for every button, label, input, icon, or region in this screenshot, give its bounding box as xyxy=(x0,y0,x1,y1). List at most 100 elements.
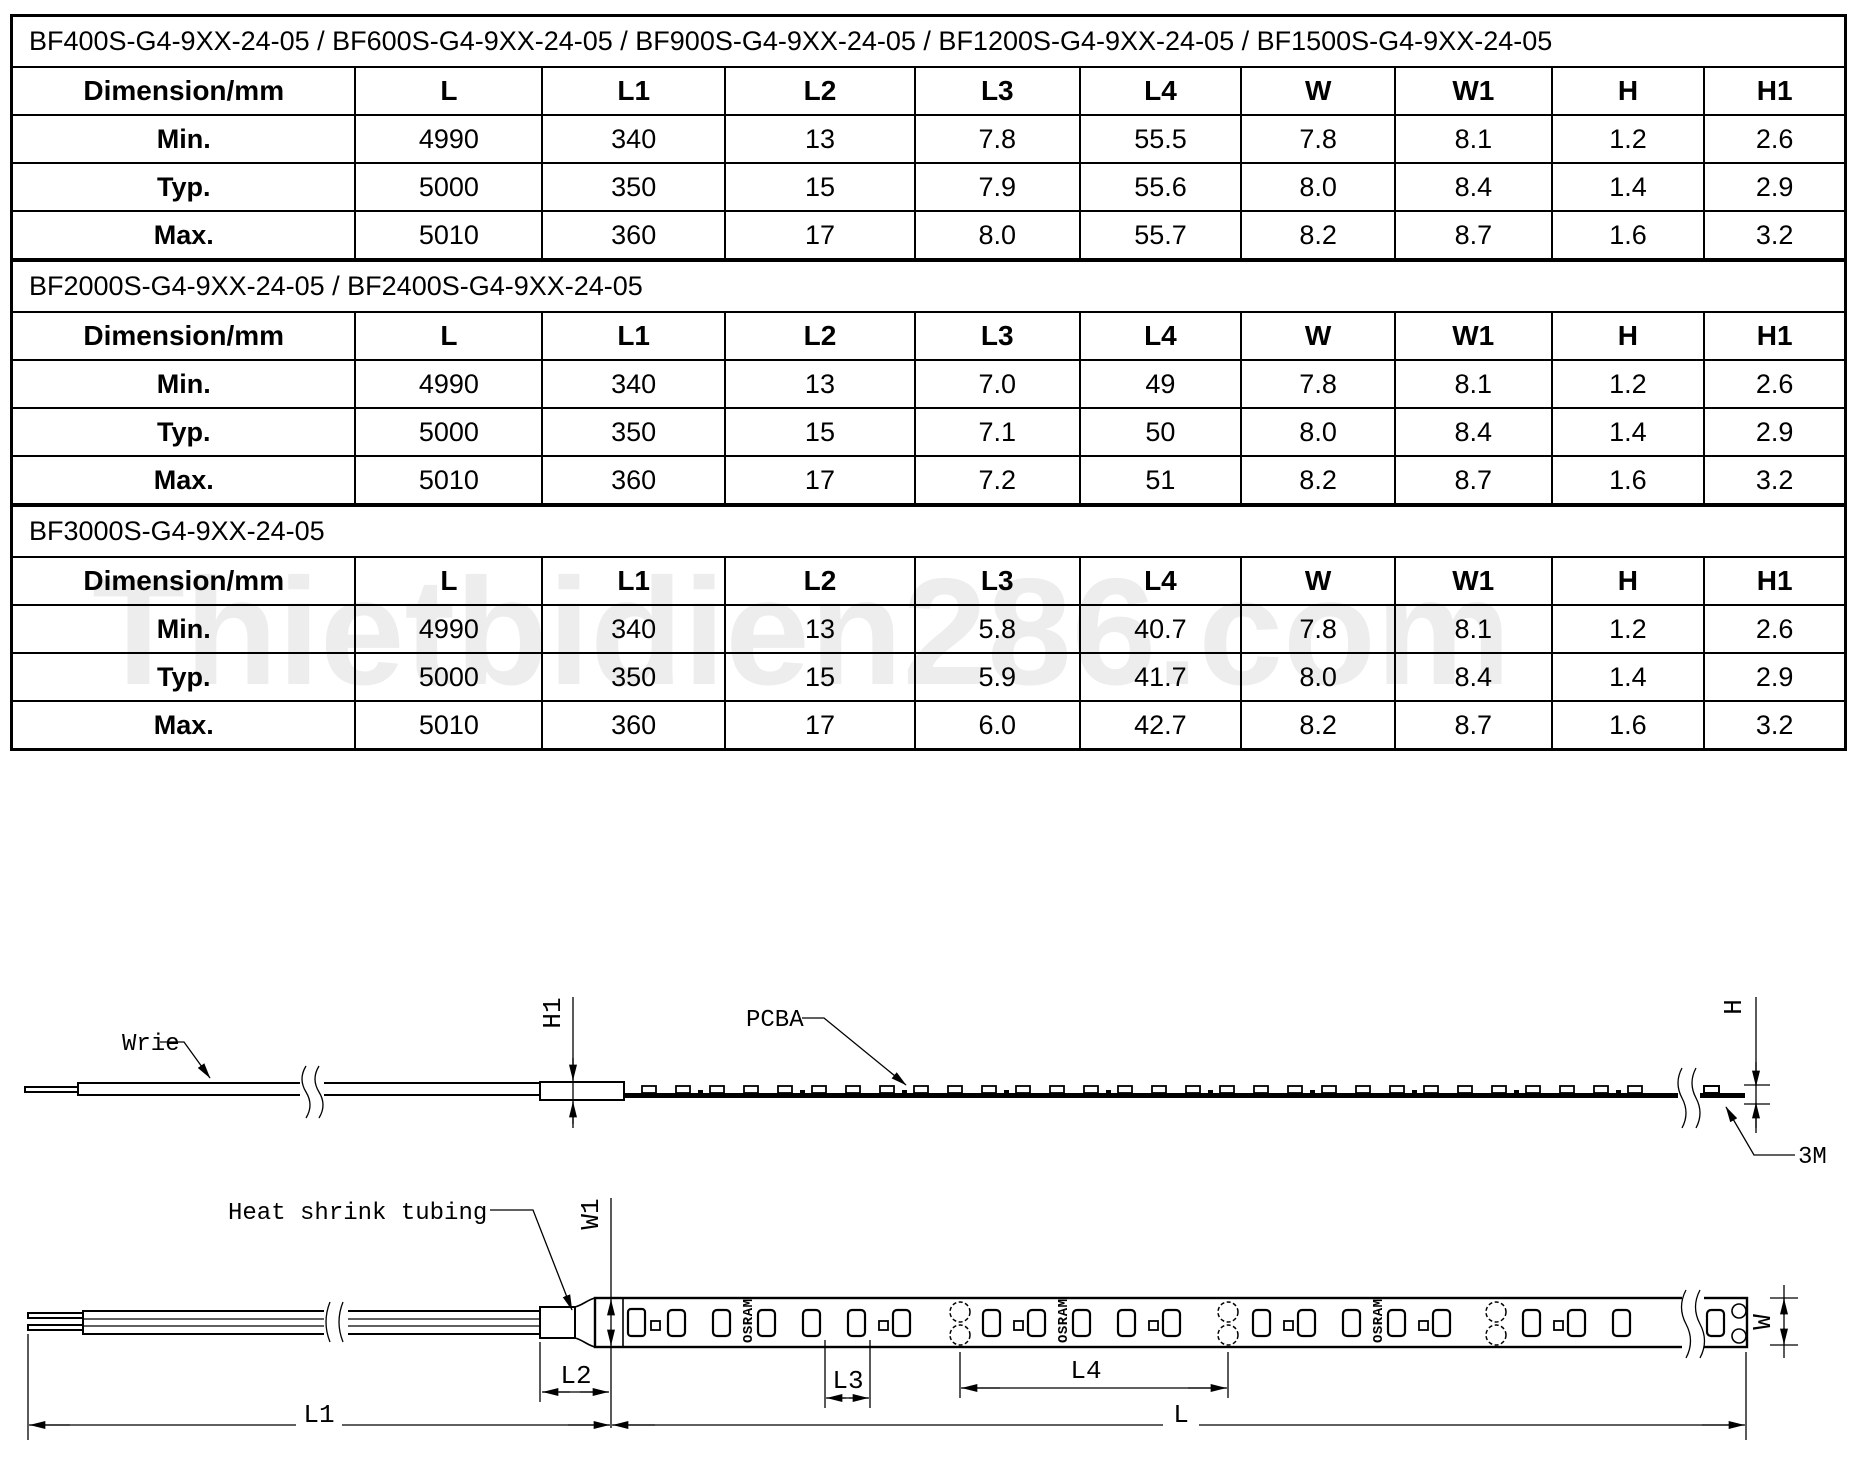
table-cell: 8.0 xyxy=(1240,407,1396,457)
end-pad xyxy=(1731,1303,1747,1319)
led-chip xyxy=(1611,1308,1632,1338)
end-pad xyxy=(1731,1328,1747,1344)
resistor xyxy=(650,1320,661,1331)
pcb-strip-side xyxy=(624,1093,1680,1098)
table-cell: 5010 xyxy=(354,455,544,505)
table-cell: 3.2 xyxy=(1703,455,1846,505)
table-cell: 8.2 xyxy=(1240,210,1396,260)
table-cell: 8.4 xyxy=(1393,652,1553,702)
led-bump-side xyxy=(1389,1085,1405,1094)
table-cell: 8.7 xyxy=(1393,455,1553,505)
led-chip xyxy=(801,1308,822,1338)
dim-label-l: L xyxy=(1173,1400,1189,1430)
column-header: W1 xyxy=(1394,66,1553,116)
table-row: Min. 4990 340 13 5.8 40.7 7.8 8.1 1.2 2.6 xyxy=(10,604,1846,654)
wire-tip-top-2 xyxy=(27,1324,84,1331)
row-label: Min. xyxy=(10,604,357,654)
table-cell: 5000 xyxy=(354,407,544,457)
table-cell: 3.2 xyxy=(1703,700,1846,750)
table-cell: 350 xyxy=(541,407,727,457)
led-bump-side xyxy=(879,1085,895,1094)
table-cell: 17 xyxy=(724,455,916,505)
led-bump-side xyxy=(1457,1085,1473,1094)
column-header: H xyxy=(1550,66,1706,116)
dimension-tables: BF400S-G4-9XX-24-05 / BF600S-G4-9XX-24-0… xyxy=(10,14,1847,751)
dim-label-l2: L2 xyxy=(560,1361,591,1391)
table-cell: 15 xyxy=(724,162,916,212)
cut-mark xyxy=(1485,1324,1507,1346)
column-header: L2 xyxy=(724,66,916,116)
top-view: OSRAM OSRAM OSRAM Heat shrink tubing W1 … xyxy=(27,1198,1798,1440)
column-header: L1 xyxy=(541,66,727,116)
led-bump-side xyxy=(845,1085,861,1094)
table-cell: 4990 xyxy=(354,604,544,654)
table-cell: 2.9 xyxy=(1703,407,1846,457)
wire-cable-side xyxy=(77,1082,541,1096)
led-chip xyxy=(1431,1308,1452,1338)
table-cell: 40.7 xyxy=(1078,604,1243,654)
table-cell: 55.6 xyxy=(1078,162,1243,212)
led-chip xyxy=(1116,1308,1137,1338)
table-row: Typ. 5000 350 15 7.9 55.6 8.0 8.4 1.4 2.9 xyxy=(10,162,1846,212)
table-cell: 8.2 xyxy=(1240,700,1396,750)
column-header: L2 xyxy=(724,556,916,606)
dim-label-w1: W1 xyxy=(576,1198,606,1229)
cut-mark xyxy=(949,1324,971,1346)
table-cell: 1.2 xyxy=(1550,359,1706,409)
led-bump-side xyxy=(1593,1085,1609,1094)
table-cell: 8.7 xyxy=(1393,700,1553,750)
led-brand-print: OSRAM xyxy=(741,1298,757,1343)
led-bump-side xyxy=(743,1085,759,1094)
led-bump-side xyxy=(1355,1085,1371,1094)
column-header: L1 xyxy=(541,556,727,606)
table-cell: 7.0 xyxy=(913,359,1081,409)
row-label: Min. xyxy=(10,114,357,164)
cut-mark xyxy=(1217,1324,1239,1346)
led-chip xyxy=(1071,1308,1092,1338)
table-cell: 8.1 xyxy=(1393,604,1553,654)
led-bump-side xyxy=(1049,1085,1065,1094)
heat-shrink-label: Heat shrink tubing xyxy=(228,1200,487,1227)
table-cell: 350 xyxy=(541,652,727,702)
column-header-dimension: Dimension/mm xyxy=(10,66,357,116)
led-chip xyxy=(1566,1308,1587,1338)
dim-label-w: W xyxy=(1748,1314,1778,1330)
resistor-side xyxy=(1208,1090,1213,1093)
table-cell: 7.8 xyxy=(913,114,1081,164)
dim-label-l4: L4 xyxy=(1070,1356,1101,1386)
led-chip xyxy=(1296,1308,1317,1338)
table-row: Min. 4990 340 13 7.0 49 7.8 8.1 1.2 2.6 xyxy=(10,359,1846,409)
column-header: W xyxy=(1240,66,1396,116)
table-cell: 5000 xyxy=(354,652,544,702)
resistor xyxy=(1553,1320,1564,1331)
table-cell: 5.9 xyxy=(913,652,1081,702)
led-bump-side xyxy=(1117,1085,1133,1094)
table-cell: 7.8 xyxy=(1240,359,1396,409)
table-row: Typ. 5000 350 15 5.9 41.7 8.0 8.4 1.4 2.9 xyxy=(10,652,1846,702)
led-chip xyxy=(1521,1308,1542,1338)
column-header-dimension: Dimension/mm xyxy=(10,311,357,361)
table-cell: 8.0 xyxy=(1240,652,1396,702)
tape-3m-label: 3M xyxy=(1798,1144,1827,1171)
table-cell: 13 xyxy=(724,114,916,164)
table-cell: 8.2 xyxy=(1240,455,1396,505)
column-header: L2 xyxy=(724,311,916,361)
table-cell: 1.4 xyxy=(1550,407,1706,457)
table-cell: 51 xyxy=(1078,455,1243,505)
table-cell: 1.4 xyxy=(1550,162,1706,212)
resistor xyxy=(878,1320,889,1331)
led-bump-side xyxy=(1423,1085,1439,1094)
table-title: BF3000S-G4-9XX-24-05 xyxy=(11,505,1846,558)
table-cell: 55.5 xyxy=(1078,114,1243,164)
resistor-side xyxy=(1310,1090,1315,1093)
table-cell: 1.2 xyxy=(1550,604,1706,654)
led-bump-side xyxy=(641,1085,657,1094)
led-bump-side xyxy=(1287,1085,1303,1094)
led-chip xyxy=(846,1308,867,1338)
dim-label-l3: L3 xyxy=(832,1366,863,1396)
table-title: BF400S-G4-9XX-24-05 / BF600S-G4-9XX-24-0… xyxy=(11,15,1846,68)
table-cell: 7.8 xyxy=(1240,604,1396,654)
resistor-side xyxy=(698,1090,703,1093)
resistor-side xyxy=(1004,1090,1009,1093)
resistor-side xyxy=(1514,1090,1519,1093)
